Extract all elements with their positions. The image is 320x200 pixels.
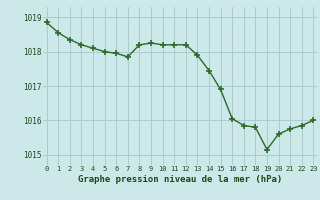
X-axis label: Graphe pression niveau de la mer (hPa): Graphe pression niveau de la mer (hPa) bbox=[78, 175, 282, 184]
